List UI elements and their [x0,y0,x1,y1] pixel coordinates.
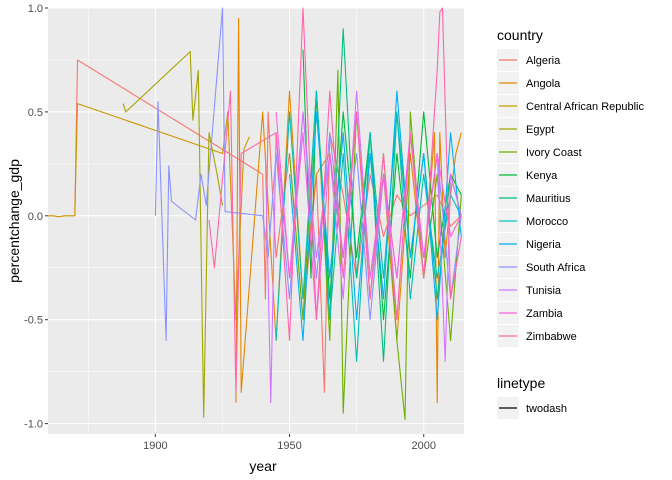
legend-label-kenya: Kenya [526,170,558,182]
y-tick-label: 0.0 [28,211,43,223]
plot-panel [48,8,464,434]
legend-title: country [497,27,543,43]
legend-label-nigeria: Nigeria [526,239,562,251]
legend-label-zambia: Zambia [526,308,564,320]
legend-label-south-africa: South Africa [526,262,586,274]
x-tick-label: 1900 [143,440,167,452]
series-lines [48,7,462,421]
series-line-zimbabwe [208,7,462,393]
major-gridlines [48,7,464,434]
y-tick-label: 1.0 [28,3,43,15]
minor-gridlines [48,8,464,434]
legend-label-zimbabwe: Zimbabwe [526,331,577,343]
linetype-legend-title: linetype [497,375,545,391]
legend-label-central-african-republic: Central African Republic [526,101,645,113]
y-axis-title: percentchange_gdp [6,159,22,283]
y-tick-label: -0.5 [24,315,43,327]
series-line-egypt [122,51,224,418]
y-axis: -1.0 -0.5 0.0 0.5 1.0 [24,3,48,431]
legend-label-algeria: Algeria [526,55,561,67]
x-axis: 1900 1950 2000 [143,434,436,452]
legend-label-morocco: Morocco [526,216,568,228]
legend-label-ivory-coast: Ivory Coast [526,147,582,159]
x-tick-label: 2000 [411,440,435,452]
legend-label-mauritius: Mauritius [526,193,571,205]
legend-label-angola: Angola [526,78,561,90]
legend-label-egypt: Egypt [526,124,554,136]
linetype-legend-label: twodash [526,403,567,415]
y-tick-label: -1.0 [24,419,43,431]
x-tick-label: 1950 [277,440,301,452]
y-tick-label: 0.5 [28,107,43,119]
legend-label-tunisia: Tunisia [526,285,562,297]
legend: country Algeria Angola Central African Rep… [497,27,645,419]
series-line-morocco [275,90,462,362]
series-line-central-african-republic [48,103,250,321]
x-axis-title: year [249,458,277,474]
